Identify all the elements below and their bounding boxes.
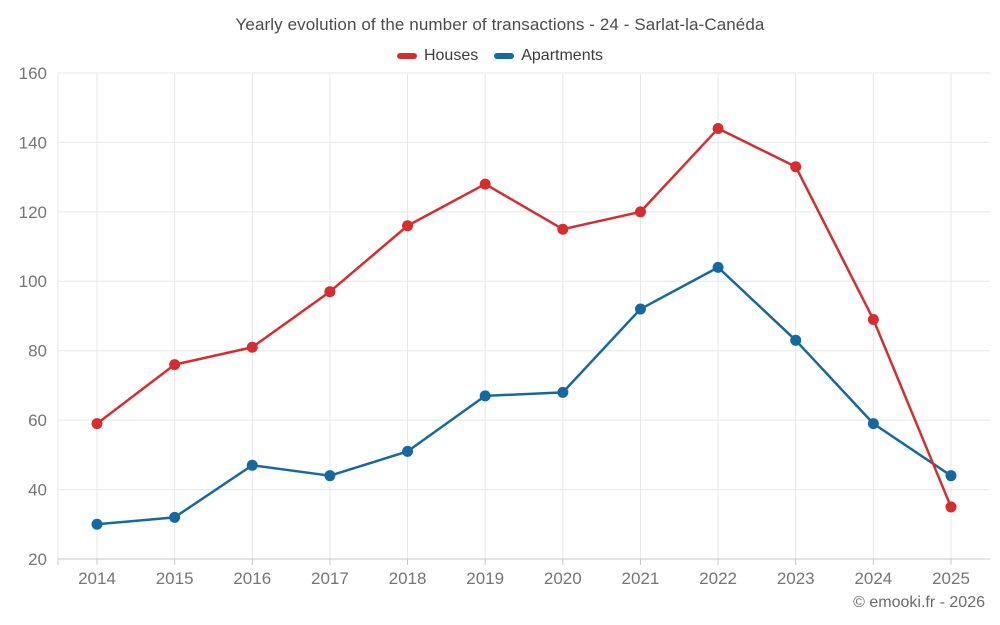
apartments-point-2022[interactable] [712, 261, 724, 273]
apartments-point-2020[interactable] [557, 386, 569, 398]
houses-point-2020[interactable] [557, 223, 569, 235]
houses-point-2018[interactable] [402, 220, 414, 232]
y-tick-label: 160 [19, 64, 47, 83]
houses-legend-swatch [396, 53, 417, 59]
x-tick-label: 2021 [622, 569, 660, 588]
apartments-point-2016[interactable] [246, 459, 258, 471]
y-tick-label: 140 [19, 133, 47, 152]
apartments-legend-swatch [494, 53, 515, 59]
apartments-point-2024[interactable] [867, 418, 879, 430]
apartments-line [95, 266, 953, 526]
x-tick-label: 2022 [699, 569, 737, 588]
x-tick-label: 2025 [932, 569, 970, 588]
x-tick-label: 2023 [777, 569, 815, 588]
y-tick-label: 40 [28, 481, 47, 500]
x-tick-label: 2024 [854, 569, 892, 588]
houses-point-2016[interactable] [246, 341, 258, 353]
apartments-point-2014[interactable] [91, 518, 103, 530]
apartments-point-2021[interactable] [634, 303, 646, 315]
x-tick-label: 2020 [544, 569, 582, 588]
legend-item-apartments: Apartments [494, 47, 603, 65]
apartments-point-2019[interactable] [479, 390, 491, 402]
houses-point-2024[interactable] [867, 313, 879, 325]
houses-point-2021[interactable] [634, 206, 646, 218]
apartments-point-2025[interactable] [945, 470, 957, 482]
houses-line [95, 127, 953, 509]
y-tick-label: 20 [28, 550, 47, 569]
houses-point-2014[interactable] [91, 418, 103, 430]
houses-point-2019[interactable] [479, 178, 491, 190]
legend-item-houses: Houses [396, 47, 479, 65]
houses-point-2025[interactable] [945, 501, 957, 513]
x-tick-label: 2015 [156, 569, 194, 588]
apartments-point-2017[interactable] [324, 470, 336, 482]
apartments-point-2023[interactable] [790, 334, 802, 346]
x-tick-label: 2019 [466, 569, 504, 588]
houses-point-2017[interactable] [324, 286, 336, 298]
x-tick-label: 2014 [78, 569, 116, 588]
houses-point-2022[interactable] [712, 123, 724, 135]
chart-title: Yearly evolution of the number of transa… [235, 15, 765, 34]
chart-legend: Houses Apartments [0, 47, 1000, 65]
apartments-point-2018[interactable] [402, 445, 414, 457]
y-tick-label: 60 [28, 411, 47, 430]
y-tick-label: 80 [28, 342, 47, 361]
x-tick-label: 2016 [233, 569, 271, 588]
y-tick-label: 120 [19, 203, 47, 222]
x-tick-label: 2017 [311, 569, 349, 588]
copyright-footer: © emooki.fr - 2026 [853, 594, 985, 611]
houses-point-2023[interactable] [790, 161, 802, 173]
houses-legend-label: Houses [423, 47, 479, 64]
y-tick-label: 100 [19, 272, 47, 291]
apartments-point-2015[interactable] [169, 511, 181, 523]
x-tick-label: 2018 [389, 569, 427, 588]
apartments-legend-label: Apartments [521, 47, 604, 64]
houses-point-2015[interactable] [169, 359, 181, 371]
